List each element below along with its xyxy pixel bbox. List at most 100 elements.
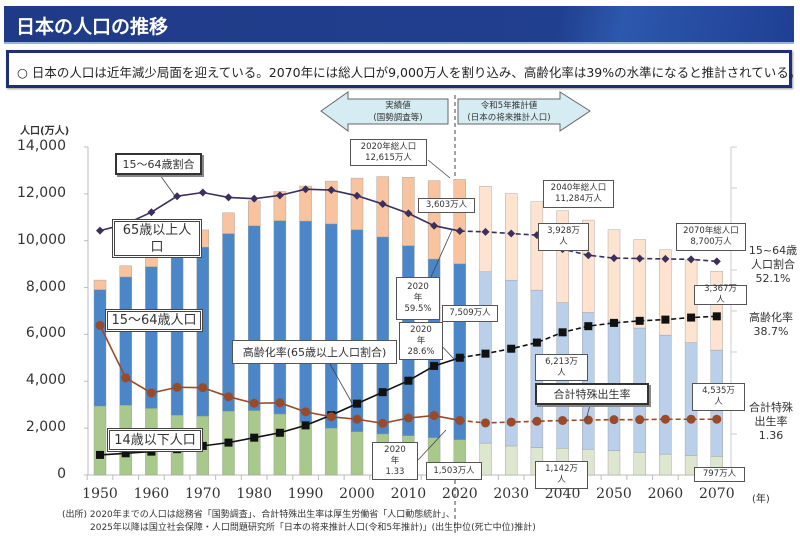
point-diamond-2020 — [455, 227, 464, 236]
bar-pop14-1990 — [299, 422, 312, 476]
point-diamond-1975 — [224, 193, 233, 202]
x-tick-label: 1980 — [236, 486, 272, 502]
right-label-ratio: 15~64歳 人口割合 52.1% — [748, 244, 798, 285]
point-square-2035 — [532, 338, 541, 347]
bar-pop65-2060 — [659, 249, 672, 336]
bar-pop14-1980 — [247, 410, 261, 476]
label-pop1564: 15～64歳人口 — [105, 309, 203, 332]
bar-pop65-1980 — [247, 200, 261, 227]
source-line-2: 2025年以降は国立社会保障・人口問題研究所「日本の将来推計人口(令和5年推計)… — [90, 523, 536, 533]
point-square-2025 — [481, 349, 490, 358]
point-square-2045 — [584, 322, 593, 331]
annotation-total-2040: 2040年総人口 11,284万人 — [543, 180, 614, 208]
projection-period-label: 令和5年推計値 (日本の将来推計人口) — [467, 101, 551, 123]
bar-pop65-1955 — [119, 265, 132, 278]
point-circle-2050 — [609, 415, 619, 425]
bar-pop1564-1950 — [93, 289, 107, 407]
point-diamond-1970 — [198, 188, 207, 197]
point-diamond-1985 — [275, 191, 284, 200]
bar-pop65-1950 — [93, 279, 107, 290]
annotation-pop1564-2070: 4,535万 人 — [692, 383, 745, 411]
point-diamond-2015 — [430, 221, 439, 230]
projection-arrow — [457, 91, 591, 132]
annotation-pop14-2040: 1,142万 人 — [535, 461, 588, 489]
point-diamond-1980 — [250, 194, 259, 203]
x-tick-label: 2010 — [390, 486, 427, 502]
x-tick-label: 1950 — [82, 486, 118, 502]
point-circle-1950 — [95, 320, 105, 330]
point-square-1990 — [301, 421, 310, 430]
bar-pop1564-1990 — [299, 220, 312, 423]
point-square-2030 — [507, 344, 516, 353]
x-tick-label: 1960 — [133, 486, 170, 502]
point-circle-1980 — [249, 398, 259, 408]
point-diamond-2025 — [481, 227, 490, 236]
point-square-1955 — [121, 449, 130, 458]
point-circle-1995 — [326, 412, 336, 422]
annotation-pop1564-2040: 6,213万 人 — [535, 354, 588, 381]
y-axis-label: 人口(万人) — [20, 126, 70, 137]
actual-period-label: 実績値 (国勢調査等) — [373, 101, 423, 123]
right-label-aging: 高齢化率 38.7% — [749, 311, 793, 338]
annotation-pop65-2040: 3,928万 人 — [538, 223, 589, 251]
point-square-2010 — [404, 376, 413, 385]
x-tick-label: 2030 — [493, 486, 529, 502]
bar-pop65-2015 — [427, 180, 441, 260]
actual-arrow — [320, 91, 449, 132]
point-square-2065 — [687, 313, 696, 322]
point-circle-1975 — [224, 392, 233, 402]
point-square-2040 — [558, 328, 567, 337]
label-tfr: 合計特殊出生率 — [535, 383, 649, 405]
annotation-pop1564-2020: 7,509万人 — [442, 305, 498, 322]
annotation-pop65-2020: 3,603万人 — [418, 198, 475, 213]
bar-pop1564-2005 — [376, 236, 389, 435]
point-circle-2010 — [403, 413, 413, 423]
point-circle-1990 — [301, 407, 311, 417]
bar-pop14-2055 — [633, 452, 646, 476]
x-axis-label: (年) — [752, 494, 770, 505]
bar-pop1564-2020 — [453, 263, 466, 440]
bar-pop65-2000 — [350, 177, 364, 230]
point-square-2000 — [353, 399, 361, 408]
y-tick-label: 12,000 — [17, 184, 66, 201]
point-square-1950 — [96, 450, 104, 459]
x-tick-label: 2070 — [698, 486, 735, 502]
point-diamond-1995 — [327, 186, 336, 195]
page-title: 日本の人口の推移 — [16, 16, 169, 38]
point-square-2060 — [661, 315, 670, 324]
bar-pop14-2050 — [607, 450, 621, 476]
point-circle-2070 — [712, 414, 722, 424]
point-diamond-1965 — [173, 192, 182, 201]
annotation-pop14-2020: 1,503万人 — [426, 462, 482, 480]
bar-pop1564-2060 — [659, 334, 672, 455]
summary-text: ○ 日本の人口は近年減少局面を迎えている。2070年には総人口が9,000万人を… — [17, 65, 800, 80]
point-circle-2060 — [660, 414, 670, 424]
bar-pop65-1995 — [325, 180, 338, 225]
point-diamond-1990 — [301, 185, 310, 194]
label-pop14: 14歳以下人口 — [107, 428, 203, 452]
point-diamond-1960 — [147, 208, 156, 217]
point-diamond-2055 — [635, 254, 644, 263]
y-tick-label: 2,000 — [25, 419, 66, 436]
bar-pop1564-1995 — [325, 223, 338, 429]
point-circle-1965 — [172, 382, 182, 392]
annotation-total-2070: 2070年総人口 8,700万人 — [676, 223, 746, 251]
y-tick-label: 6,000 — [25, 325, 66, 342]
header-bar: 日本の人口の推移 — [4, 6, 794, 44]
x-tick-label: 1970 — [184, 486, 221, 502]
point-diamond-2070 — [712, 257, 721, 266]
x-tick-label: 2020 — [441, 486, 478, 502]
point-square-2070 — [712, 312, 721, 321]
annotation-ratio-2020: 2020 年 59.5% — [396, 277, 440, 320]
bar-pop14-1985 — [273, 413, 287, 476]
point-square-2055 — [635, 316, 644, 325]
point-circle-2005 — [378, 418, 388, 428]
point-square-1980 — [250, 433, 259, 442]
annotation-tfr-2020: 2020 年 1.33 — [372, 442, 418, 480]
label-pop65: 65歳以上人 口 — [112, 219, 202, 258]
bar-pop65-2055 — [633, 239, 646, 329]
point-circle-1970 — [198, 383, 208, 393]
point-circle-1955 — [121, 373, 131, 383]
bar-pop14-2030 — [505, 445, 518, 476]
point-circle-2045 — [583, 415, 593, 425]
